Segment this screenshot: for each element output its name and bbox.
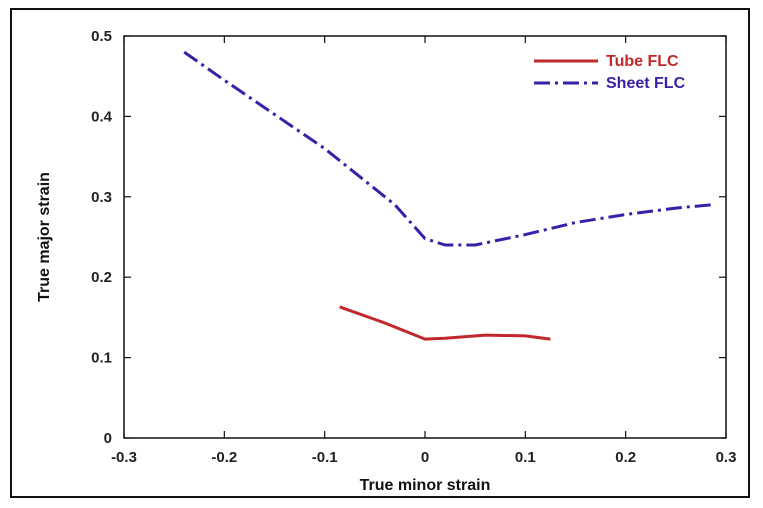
chart-frame: 0 0.1 0.2 0.3 0.4 0.5 -0.3 -0.2 -0.1 0 0.1 0.2 0.3 … <box>10 8 750 498</box>
x-tick-label: 0.3 <box>716 449 737 466</box>
chart: 00.10.20.30.40.5 -0.3 -0.2 -0.1 0 0.1 0.2 0.3 … <box>36 28 736 494</box>
series-layer <box>183 50 712 341</box>
y-axis-ticks: 0 0.1 0.2 0.3 0.4 0.5 <box>91 28 726 447</box>
legend: Tube FLC Sheet FLC <box>534 53 686 92</box>
y-tick-label: 0.5 <box>91 28 112 45</box>
y-axis-label: True major strain <box>36 172 53 302</box>
x-tick-label: -0.3 <box>111 449 137 466</box>
y-tick-label: 0.2 <box>91 269 112 286</box>
y-tick-label: 0 <box>104 430 112 447</box>
x-tick-label: 0.2 <box>615 449 636 466</box>
series-line-tube-flc <box>339 305 551 341</box>
x-tick-label: -0.1 <box>312 449 338 466</box>
legend-label-tube-flc: Tube FLC <box>606 53 679 70</box>
x-tick-label: 0.1 <box>515 449 536 466</box>
y-tick-label: 0.4 <box>91 108 113 125</box>
x-axis-label: True minor strain <box>360 477 491 494</box>
legend-label-sheet-flc: Sheet FLC <box>606 75 686 92</box>
y-tick-label: 0.1 <box>91 350 112 367</box>
x-tick-label: 0 <box>421 449 429 466</box>
series-line-sheet-flc <box>183 50 712 247</box>
x-tick-label: -0.2 <box>211 449 237 466</box>
x-axis-ticks: -0.3 -0.2 -0.1 0 0.1 0.2 0.3 <box>111 36 736 466</box>
y-tick-label: 0.3 <box>91 189 112 206</box>
